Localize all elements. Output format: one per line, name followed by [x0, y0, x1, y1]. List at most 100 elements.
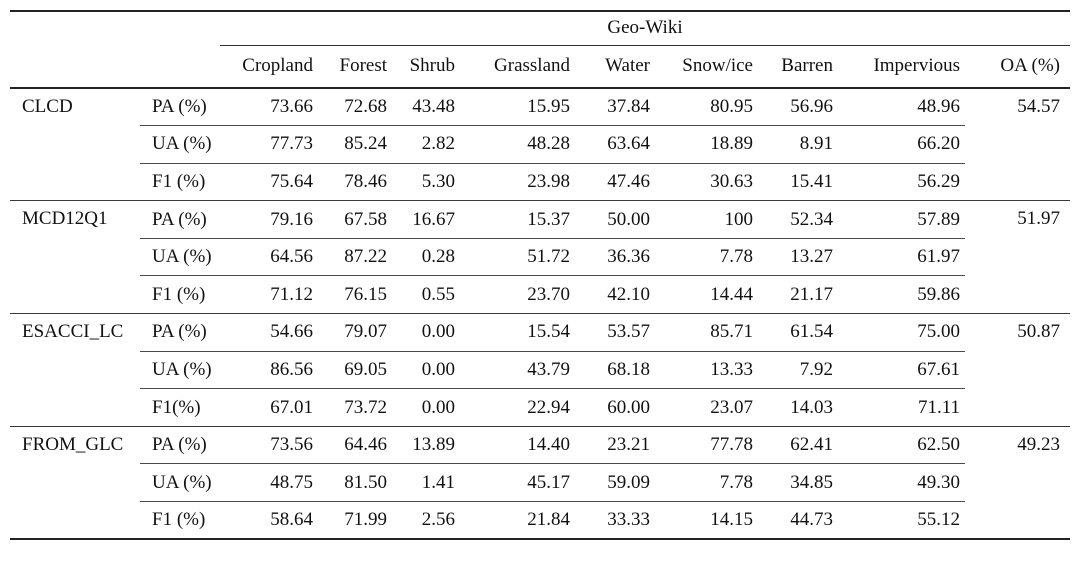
- table-row: FROM_GLC PA (%) 73.56 64.46 13.89 14.40 23.21 7…: [10, 426, 1071, 540]
- blank-cell: [10, 45, 140, 89]
- value-cell: 7.92: [758, 351, 838, 390]
- table-body: CLCD PA (%) 73.66 72.68 43.48 15.95 37.84 80.95…: [10, 88, 1071, 540]
- value-cell: 62.50: [838, 426, 965, 465]
- table-row: F1 (%) 58.64 71.99 2.56 21.84 33.33 14.15 44.73…: [10, 501, 1070, 540]
- value-cell: 50.00: [575, 200, 655, 239]
- value-cell: 23.21: [575, 426, 655, 465]
- value-cell: 69.05: [318, 351, 392, 390]
- col-header-water: Water: [575, 45, 655, 89]
- value-cell: 15.41: [758, 163, 838, 202]
- oa-value-cell: 54.57: [965, 88, 1071, 202]
- group-header-row: Geo-Wiki: [10, 11, 1071, 46]
- value-cell: 75.00: [838, 313, 965, 352]
- value-cell: 68.18: [575, 351, 655, 390]
- value-cell: 45.17: [460, 463, 575, 503]
- value-cell: 80.95: [655, 88, 758, 127]
- value-cell: 13.33: [655, 351, 758, 390]
- value-cell: 23.98: [460, 163, 575, 202]
- value-cell: 14.40: [460, 426, 575, 465]
- blank-cell: [10, 11, 220, 45]
- metric-label-cell: PA (%): [140, 200, 220, 239]
- metric-label-cell: UA (%): [140, 125, 220, 164]
- value-cell: 37.84: [575, 88, 655, 127]
- value-cell: 56.96: [758, 88, 838, 127]
- value-cell: 76.15: [318, 275, 392, 315]
- value-cell: 72.68: [318, 88, 392, 127]
- value-cell: 61.97: [838, 238, 965, 277]
- value-cell: 0.00: [392, 388, 460, 427]
- table-row: F1 (%) 71.12 76.15 0.55 23.70 42.10 14.44 21.17…: [10, 275, 1070, 315]
- metric-label-cell: PA (%): [140, 426, 220, 465]
- table-header: Geo-Wiki Cropland Forest Shrub Grassland…: [10, 11, 1071, 89]
- value-cell: 67.58: [318, 200, 392, 239]
- blank-cell: [140, 45, 220, 89]
- value-cell: 18.89: [655, 125, 758, 164]
- value-cell: 48.28: [460, 125, 575, 164]
- metric-label-cell: F1 (%): [140, 275, 220, 315]
- value-cell: 59.86: [838, 275, 965, 315]
- value-cell: 14.44: [655, 275, 758, 315]
- value-cell: 0.00: [392, 313, 460, 352]
- value-cell: 67.61: [838, 351, 965, 390]
- value-cell: 54.66: [220, 313, 318, 352]
- table-row: UA (%) 48.75 81.50 1.41 45.17 59.09 7.78 34.85 4…: [10, 463, 1070, 503]
- value-cell: 73.56: [220, 426, 318, 465]
- value-cell: 75.64: [220, 163, 318, 202]
- value-cell: 49.30: [838, 463, 965, 503]
- product-name-cell: MCD12Q1: [10, 200, 140, 315]
- value-cell: 59.09: [575, 463, 655, 503]
- value-cell: 15.54: [460, 313, 575, 352]
- value-cell: 85.71: [655, 313, 758, 352]
- accuracy-table: Geo-Wiki Cropland Forest Shrub Grassland…: [10, 10, 1071, 541]
- value-cell: 58.64: [220, 501, 318, 540]
- value-cell: 21.17: [758, 275, 838, 315]
- value-cell: 2.56: [392, 501, 460, 540]
- value-cell: 57.89: [838, 200, 965, 239]
- metric-label-cell: F1(%): [140, 388, 220, 427]
- value-cell: 52.34: [758, 200, 838, 239]
- metric-label-cell: PA (%): [140, 88, 220, 127]
- value-cell: 0.00: [392, 351, 460, 390]
- metric-label-cell: PA (%): [140, 313, 220, 352]
- value-cell: 13.27: [758, 238, 838, 277]
- value-cell: 23.70: [460, 275, 575, 315]
- value-cell: 53.57: [575, 313, 655, 352]
- value-cell: 66.20: [838, 125, 965, 164]
- value-cell: 44.73: [758, 501, 838, 540]
- value-cell: 0.28: [392, 238, 460, 277]
- table-row: UA (%) 64.56 87.22 0.28 51.72 36.36 7.78 13.27 6…: [10, 238, 1070, 277]
- table-row: UA (%) 86.56 69.05 0.00 43.79 68.18 13.33 7.92 6…: [10, 351, 1070, 390]
- col-header-cropland: Cropland: [220, 45, 318, 89]
- value-cell: 67.01: [220, 388, 318, 427]
- col-header-oa: OA (%): [965, 45, 1071, 89]
- group-header-geo-wiki: Geo-Wiki: [220, 11, 1071, 46]
- value-cell: 79.07: [318, 313, 392, 352]
- value-cell: 8.91: [758, 125, 838, 164]
- value-cell: 78.46: [318, 163, 392, 202]
- value-cell: 23.07: [655, 388, 758, 427]
- value-cell: 64.46: [318, 426, 392, 465]
- value-cell: 1.41: [392, 463, 460, 503]
- value-cell: 71.11: [838, 388, 965, 427]
- value-cell: 7.78: [655, 463, 758, 503]
- col-header-barren: Barren: [758, 45, 838, 89]
- value-cell: 48.75: [220, 463, 318, 503]
- column-header-row: Cropland Forest Shrub Grassland Water Sn…: [10, 45, 1071, 89]
- value-cell: 14.03: [758, 388, 838, 427]
- table-row: UA (%) 77.73 85.24 2.82 48.28 63.64 18.89 8.91 6…: [10, 125, 1070, 164]
- value-cell: 5.30: [392, 163, 460, 202]
- value-cell: 2.82: [392, 125, 460, 164]
- value-cell: 86.56: [220, 351, 318, 390]
- value-cell: 81.50: [318, 463, 392, 503]
- col-header-shrub: Shrub: [392, 45, 460, 89]
- value-cell: 34.85: [758, 463, 838, 503]
- value-cell: 77.78: [655, 426, 758, 465]
- value-cell: 15.95: [460, 88, 575, 127]
- value-cell: 71.99: [318, 501, 392, 540]
- value-cell: 63.64: [575, 125, 655, 164]
- value-cell: 43.79: [460, 351, 575, 390]
- value-cell: 73.66: [220, 88, 318, 127]
- table-row: CLCD PA (%) 73.66 72.68 43.48 15.95 37.84 80.95…: [10, 88, 1071, 202]
- value-cell: 51.72: [460, 238, 575, 277]
- value-cell: 48.96: [838, 88, 965, 127]
